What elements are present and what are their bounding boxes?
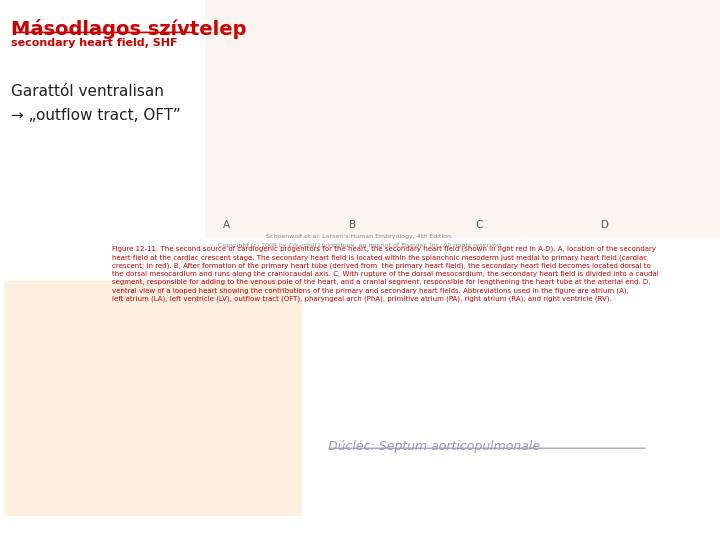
Text: D: D [600, 219, 609, 230]
Text: B: B [349, 219, 356, 230]
Text: A: A [223, 219, 230, 230]
Text: secondary heart field, SHF: secondary heart field, SHF [11, 38, 177, 48]
Text: Másodlagos szívtelep: Másodlagos szívtelep [11, 19, 246, 39]
FancyBboxPatch shape [205, 0, 720, 238]
Text: Copyright (c) 2009 by Churchill Livingstone, an imprint of Elsevier, Inc. All ri: Copyright (c) 2009 by Churchill Livingst… [217, 243, 503, 248]
Text: Figure 12-11. The second source of cardiogenic progenitors for the heart, the se: Figure 12-11. The second source of cardi… [112, 246, 658, 302]
Text: Schoenwolf et al: Larsen's Human Embryology, 4th Edition.: Schoenwolf et al: Larsen's Human Embryol… [266, 234, 454, 239]
Text: Dúcléc: Septum aorticopulmonale: Dúcléc: Septum aorticopulmonale [328, 440, 540, 453]
FancyBboxPatch shape [4, 281, 302, 516]
Text: C: C [475, 219, 482, 230]
Text: → „outflow tract, OFT”: → „outflow tract, OFT” [11, 108, 181, 123]
Text: Garattól ventralisan: Garattól ventralisan [11, 84, 163, 99]
